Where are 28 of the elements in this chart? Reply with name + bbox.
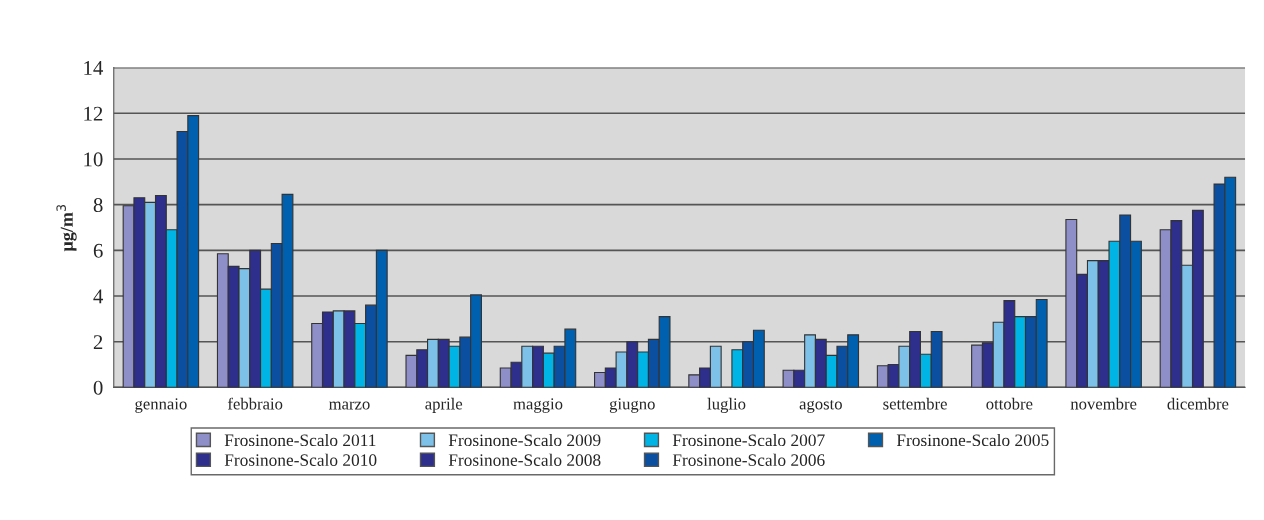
y-tick-label: 12 (84, 106, 103, 121)
y-tick-label: 6 (93, 243, 103, 258)
y-tick-label: 10 (84, 152, 103, 167)
x-tick-label: giugno (609, 398, 655, 413)
y-tick-label: 8 (93, 198, 103, 213)
legend-label: Frosinone-Scalo 2008 (448, 453, 601, 466)
x-tick-label: novembre (1070, 397, 1137, 410)
y-tick-label: 2 (93, 335, 103, 349)
y-tick-label: 14 (84, 61, 104, 75)
y-tick-label: 4 (93, 289, 104, 304)
x-tick-label: gennaio (135, 398, 187, 413)
x-tick-label: aprile (425, 397, 463, 413)
x-tick-label: dicembre (1167, 397, 1229, 410)
y-axis-title: µg/m$^{3}$ (56, 204, 77, 252)
legend-label: Frosinone-Scalo 2005 (896, 433, 1049, 447)
legend-label: Frosinone-Scalo 2009 (448, 433, 601, 447)
legend-label: Frosinone-Scalo 2010 (224, 453, 377, 466)
x-tick-label: agosto (799, 399, 842, 413)
legend-label: Frosinone-Scalo 2006 (672, 453, 825, 466)
x-tick-label: maggio (513, 398, 563, 413)
x-tick-label: settembre (883, 397, 947, 410)
x-tick-label: febbraio (227, 397, 283, 410)
legend-label: Frosinone-Scalo 2007 (672, 433, 825, 447)
x-tick-label: marzo (328, 401, 370, 410)
y-tick-label: 0 (93, 380, 103, 395)
x-tick-label: luglio (707, 397, 746, 413)
legend-label: Frosinone-Scalo 2011 (224, 433, 376, 447)
x-tick-label: ottobre (986, 397, 1033, 410)
